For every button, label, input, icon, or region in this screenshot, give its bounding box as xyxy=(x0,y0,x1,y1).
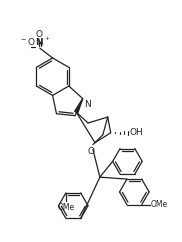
Text: $\mathregular{^-}$O: $\mathregular{^-}$O xyxy=(19,36,35,47)
Text: N: N xyxy=(84,99,91,109)
Text: OMe: OMe xyxy=(151,200,168,209)
Text: $\mathregular{^+}$: $\mathregular{^+}$ xyxy=(43,35,50,44)
Polygon shape xyxy=(75,98,83,113)
Text: O: O xyxy=(88,147,94,156)
Text: N: N xyxy=(35,38,43,47)
Text: O: O xyxy=(35,30,42,39)
Text: OMe: OMe xyxy=(57,203,74,212)
Text: OH: OH xyxy=(129,128,143,137)
